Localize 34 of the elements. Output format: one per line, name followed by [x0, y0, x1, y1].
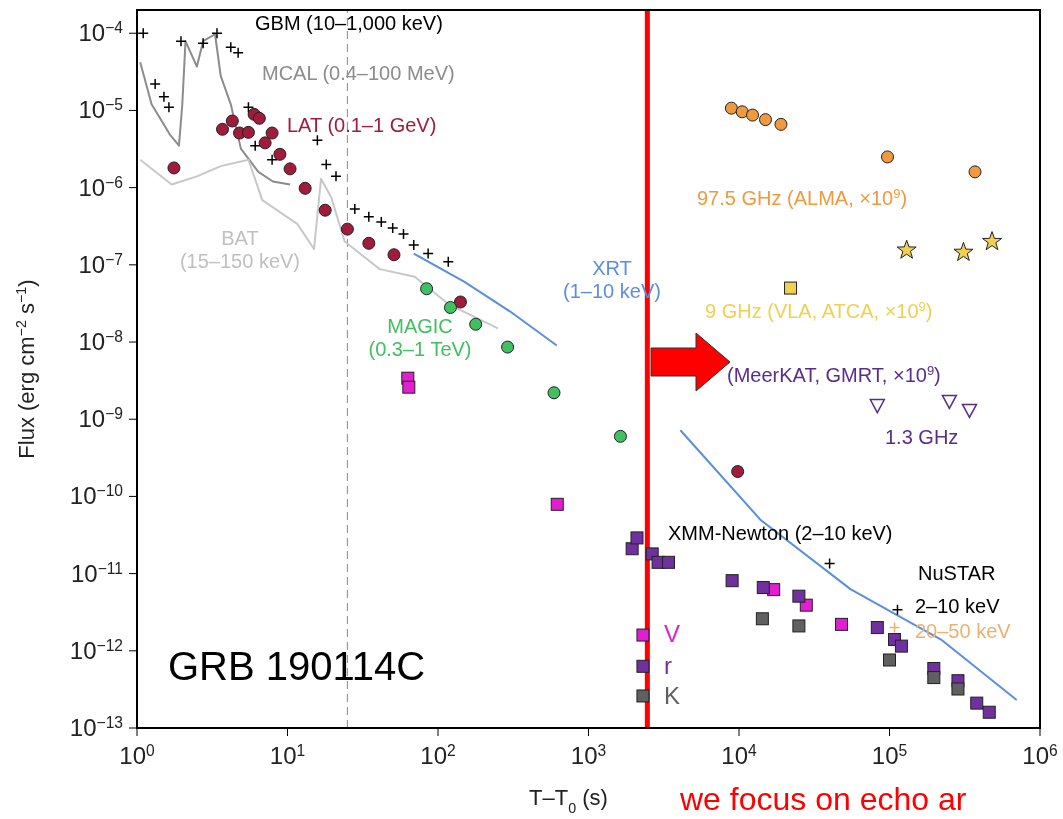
x-tick-label: 10$^{4}$: [721, 741, 758, 769]
annotation: NuSTAR: [918, 562, 996, 584]
series-label: BAT (15–150 keV): [179, 227, 301, 272]
y-tick-label: 10$^{−9}$: [78, 404, 123, 433]
x-tick-label: 10$^{2}$: [420, 741, 456, 769]
x-tick-label: 10$^{5}$: [871, 741, 908, 769]
series-label: (MeerKAT, GMRT, ×10$^{9}$): [727, 362, 941, 386]
y-tick-label: 10$^{−13}$: [69, 713, 123, 741]
y-tick-label: 10$^{−4}$: [78, 18, 124, 47]
y-tick-label: 10$^{−7}$: [78, 250, 123, 278]
series-label: V: [664, 620, 681, 647]
y-tick-label: 10$^{−10}$: [69, 481, 124, 510]
series-label: MAGIC (0.3–1 TeV): [368, 315, 472, 360]
series-label: K: [664, 682, 681, 709]
annotation: 1.3 GHz: [885, 426, 959, 448]
x-tick-label: 10$^{1}$: [269, 741, 306, 769]
text: we focus on echo ar: [679, 781, 967, 817]
annotation: GRB 190114C: [168, 644, 426, 688]
y-tick-label: 10$^{−6}$: [78, 173, 123, 201]
series-label: MCAL (0.4–100 MeV): [262, 62, 455, 84]
series-label: r: [664, 652, 672, 679]
series-label: 2–10 keV: [915, 595, 1001, 617]
y-tick-label: 10$^{−11}$: [71, 559, 123, 587]
series-label: 97.5 GHz (ALMA, ×10$^{9}$): [697, 185, 908, 209]
text: 9 GHz (VLA, ATCA, ×10$^{9}$): [705, 298, 933, 322]
y-tick-label: 10$^{−8}$: [78, 327, 123, 356]
y-tick-label: 10$^{−5}$: [78, 95, 124, 124]
series-label: GBM (10–1,000 keV): [255, 12, 443, 34]
y-tick-label: 10$^{−12}$: [69, 636, 123, 664]
x-tick-label: 10$^{0}$: [119, 741, 156, 769]
series-label: LAT (0.1–1 GeV): [287, 114, 437, 136]
x-axis-title: T–T$_{0}$ (s): [529, 785, 608, 816]
x-tick-label: 10$^{3}$: [570, 741, 607, 769]
x-tick-label: 10$^{6}$: [1022, 741, 1058, 769]
